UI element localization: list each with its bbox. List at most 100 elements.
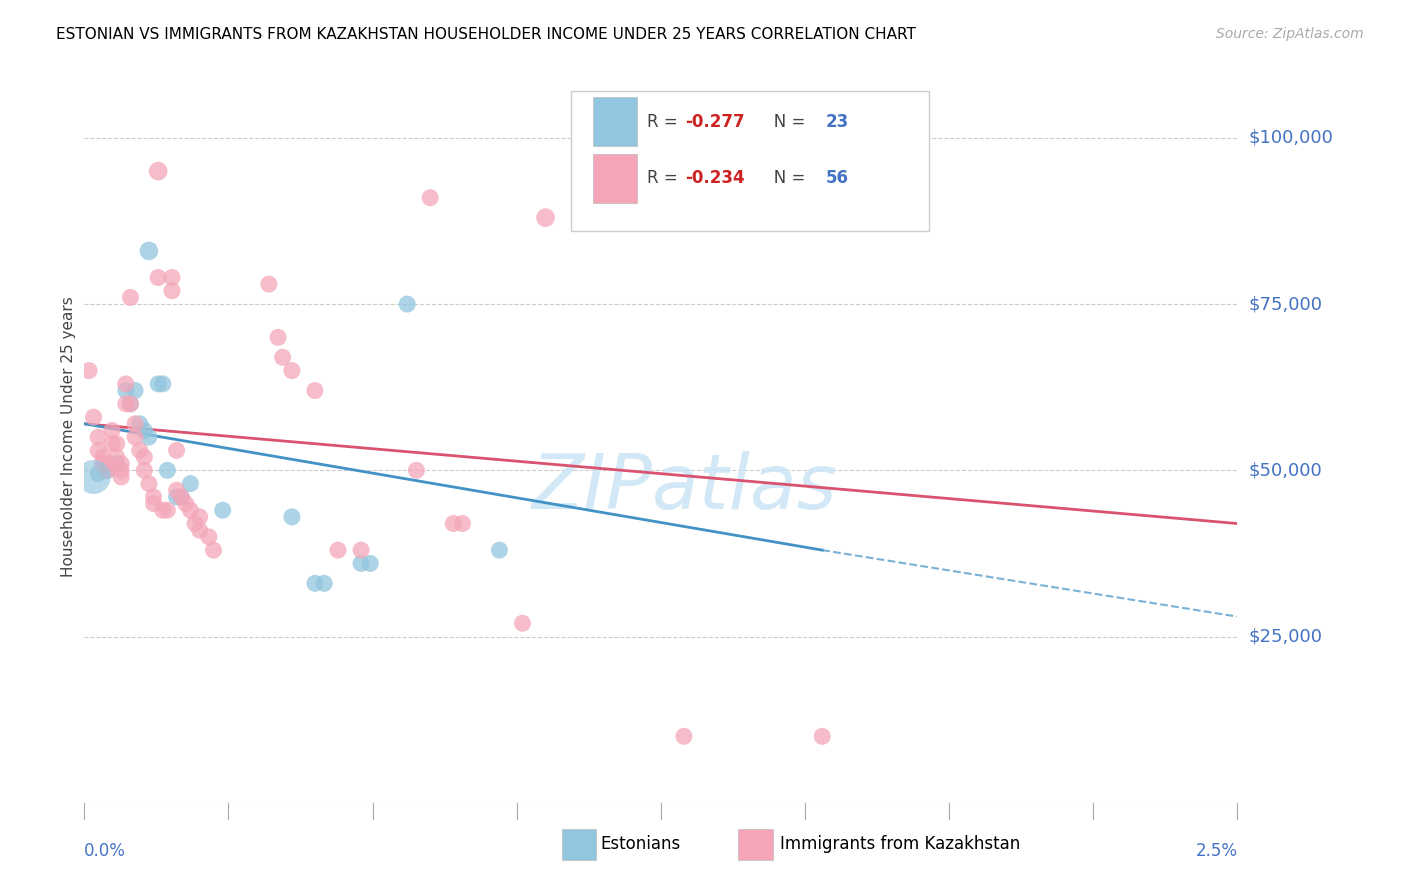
Point [124,384,146,398]
Point [138,244,160,258]
Text: $25,000: $25,000 [1249,628,1323,646]
Text: R =: R = [647,112,683,131]
Point [138,430,160,444]
Point [146,270,169,285]
Point [257,277,280,292]
Text: 2.5%: 2.5% [1195,842,1237,860]
Point [91,450,114,464]
Point [146,164,169,178]
Text: $50,000: $50,000 [1249,461,1322,479]
Text: Estonians: Estonians [600,836,681,854]
Text: Source: ZipAtlas.com: Source: ZipAtlas.com [1216,27,1364,41]
Text: -0.234: -0.234 [685,169,745,187]
Point [271,351,294,365]
Point [134,463,156,477]
Text: Immigrants from Kazakhstan: Immigrants from Kazakhstan [779,836,1019,854]
Point [211,503,233,517]
Point [110,457,132,471]
Point [87,443,110,458]
Point [128,417,150,431]
Point [124,430,146,444]
Point [91,457,114,471]
Point [326,543,349,558]
Point [124,417,146,431]
Point [142,490,165,504]
Point [488,543,510,558]
Point [350,543,373,558]
Point [101,424,124,438]
Point [105,436,128,450]
Point [184,516,207,531]
Point [451,516,474,531]
Point [512,616,534,631]
Point [96,463,118,477]
Point [811,729,834,743]
Point [120,397,142,411]
Point [166,483,188,498]
Point [87,467,110,481]
Point [314,576,336,591]
Point [188,509,211,524]
Point [83,470,105,484]
Point [170,490,193,504]
Point [152,376,174,391]
Text: ZIPatlas: ZIPatlas [531,451,837,525]
Point [304,384,326,398]
Point [405,463,427,477]
Point [304,576,326,591]
Text: ESTONIAN VS IMMIGRANTS FROM KAZAKHSTAN HOUSEHOLDER INCOME UNDER 25 YEARS CORRELA: ESTONIAN VS IMMIGRANTS FROM KAZAKHSTAN H… [56,27,917,42]
Text: 0.0%: 0.0% [84,842,127,860]
Point [534,211,557,225]
Point [179,503,201,517]
Point [101,436,124,450]
Point [350,557,373,571]
Point [115,376,138,391]
Point [156,463,179,477]
FancyBboxPatch shape [561,830,596,860]
Point [128,443,150,458]
Point [120,397,142,411]
FancyBboxPatch shape [593,97,637,146]
Point [146,376,169,391]
Point [115,397,138,411]
Text: N =: N = [758,112,810,131]
Point [115,384,138,398]
Point [441,516,464,531]
Point [267,330,290,344]
Text: 23: 23 [825,112,849,131]
Point [110,463,132,477]
Point [202,543,225,558]
Point [77,363,100,377]
Text: -0.277: -0.277 [685,112,745,131]
Point [672,729,695,743]
Text: N =: N = [758,169,810,187]
Point [166,443,188,458]
Point [281,363,304,377]
FancyBboxPatch shape [593,153,637,202]
Point [120,290,142,304]
Point [174,497,197,511]
Point [83,410,105,425]
Point [156,503,179,517]
Point [396,297,419,311]
Point [160,270,183,285]
Point [160,284,183,298]
Text: R =: R = [647,169,683,187]
Point [134,424,156,438]
Point [105,450,128,464]
Point [359,557,381,571]
Point [198,530,221,544]
Point [134,450,156,464]
Text: 56: 56 [825,169,849,187]
Point [166,490,188,504]
Point [110,470,132,484]
Point [96,457,118,471]
Point [138,476,160,491]
Text: $75,000: $75,000 [1249,295,1323,313]
Point [105,457,128,471]
Point [96,463,118,477]
Point [179,476,201,491]
Point [188,523,211,537]
Point [87,430,110,444]
Point [170,490,193,504]
